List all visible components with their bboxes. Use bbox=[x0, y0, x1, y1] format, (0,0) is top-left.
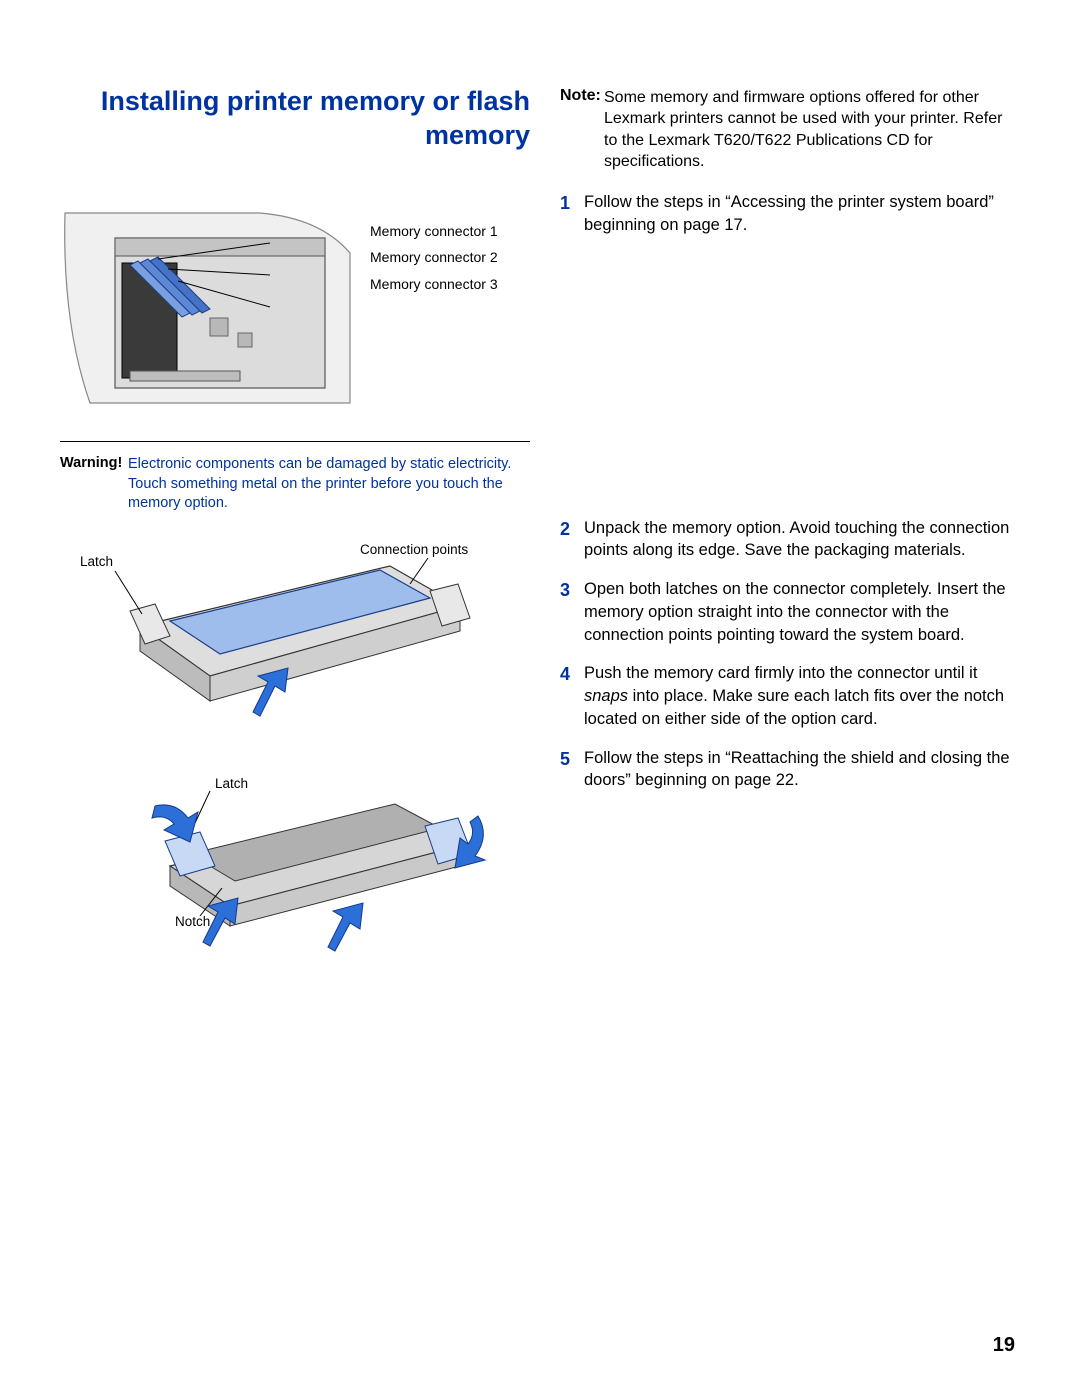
step-text: Open both latches on the connector compl… bbox=[584, 578, 1020, 646]
diagram-insert-card: Latch Notch bbox=[60, 746, 530, 956]
step-text: Unpack the memory option. Avoid touching… bbox=[584, 517, 1020, 563]
two-column-layout: Installing printer memory or flash memor… bbox=[60, 85, 1020, 956]
label-connection-points: Connection points bbox=[360, 542, 468, 557]
step-number: 5 bbox=[560, 747, 574, 793]
label-memory-connector-2: Memory connector 2 bbox=[370, 244, 498, 271]
divider bbox=[60, 441, 530, 442]
step-1: 1Follow the steps in “Accessing the prin… bbox=[560, 191, 1020, 237]
warning-text: Electronic components can be damaged by … bbox=[128, 455, 530, 514]
step-text: Follow the steps in “Accessing the print… bbox=[584, 191, 1020, 237]
step-number: 1 bbox=[560, 191, 574, 237]
left-column: Installing printer memory or flash memor… bbox=[60, 85, 530, 956]
memory-card-illustration bbox=[60, 536, 490, 726]
page-number: 19 bbox=[993, 1334, 1015, 1357]
system-board-illustration bbox=[60, 203, 360, 413]
note-text: Some memory and firmware options offered… bbox=[604, 87, 1020, 173]
note-block: Note: Some memory and firmware options o… bbox=[560, 85, 1020, 173]
warning-label: Warning! bbox=[60, 455, 122, 471]
warning-note: Warning! Electronic components can be da… bbox=[60, 454, 530, 514]
diagram-memory-card: Latch Connection points bbox=[60, 536, 530, 736]
step-4: 4Push the memory card firmly into the co… bbox=[560, 662, 1020, 730]
step-2: 2Unpack the memory option. Avoid touchin… bbox=[560, 517, 1020, 563]
label-latch-2: Latch bbox=[215, 776, 248, 791]
step-number: 4 bbox=[560, 662, 574, 730]
label-memory-connector-1: Memory connector 1 bbox=[370, 218, 498, 245]
step-5: 5Follow the steps in “Reattaching the sh… bbox=[560, 747, 1020, 793]
document-page: Installing printer memory or flash memor… bbox=[0, 0, 1080, 1397]
steps-list: 1Follow the steps in “Accessing the prin… bbox=[560, 191, 1020, 792]
right-column: Note: Some memory and firmware options o… bbox=[560, 85, 1020, 956]
step-3: 3Open both latches on the connector comp… bbox=[560, 578, 1020, 646]
step-text: Push the memory card firmly into the con… bbox=[584, 662, 1020, 730]
diagram-system-board: Memory connector 1 Memory connector 2 Me… bbox=[60, 203, 530, 433]
label-notch: Notch bbox=[175, 914, 210, 929]
step-number: 3 bbox=[560, 578, 574, 646]
note-label: Note: bbox=[560, 87, 601, 104]
label-memory-connector-3: Memory connector 3 bbox=[370, 271, 498, 298]
step-number: 2 bbox=[560, 517, 574, 563]
section-title: Installing printer memory or flash memor… bbox=[60, 85, 530, 153]
label-latch-1: Latch bbox=[80, 554, 113, 569]
step-text: Follow the steps in “Reattaching the shi… bbox=[584, 747, 1020, 793]
insert-card-illustration bbox=[60, 746, 490, 956]
